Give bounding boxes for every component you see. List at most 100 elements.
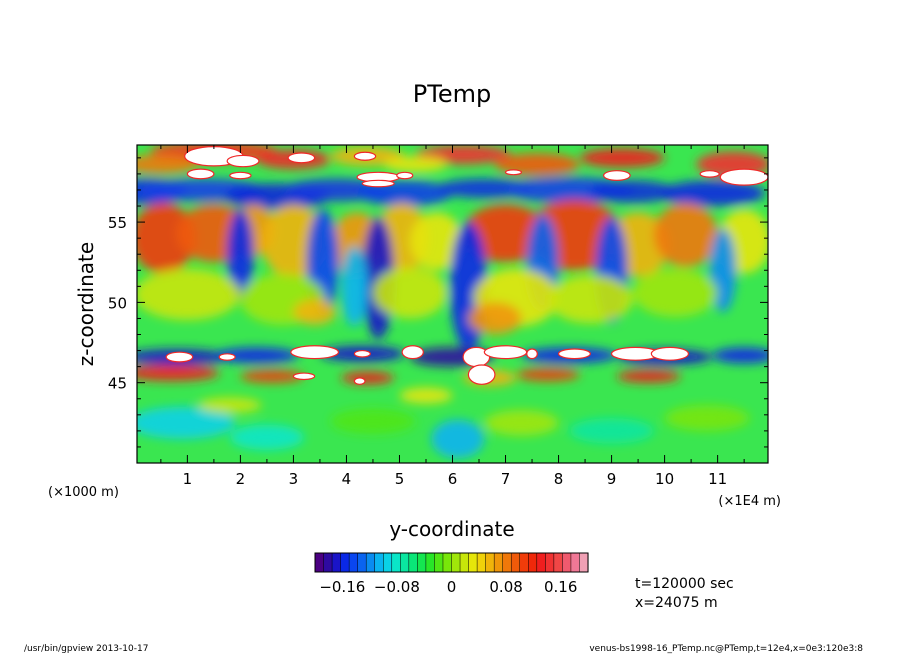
colorbar-swatch [485,552,495,573]
x-tick-label: 2 [236,470,246,488]
field-blob [229,424,305,451]
colorbar-swatch [391,552,401,573]
colorbar-swatch [536,552,546,573]
field-blob [293,299,336,325]
y-axis: 45 50 55 [108,157,768,448]
colorbar-swatch [434,552,444,573]
x-tick-label: 9 [607,470,617,488]
out-of-range-patch [603,170,631,181]
colorbar-swatch [519,552,529,573]
x-tick-label: 7 [501,470,511,488]
out-of-range-patch [292,372,316,381]
y-tick-label: 55 [108,214,127,232]
field-blob [372,267,448,319]
field-blob [484,410,559,436]
x-tick-label: 10 [655,470,674,488]
colorbar-swatch [400,552,410,573]
field-blob [137,365,220,382]
field-blob [410,212,464,271]
x-tick-label: 4 [342,470,352,488]
x-tick-label: 11 [708,470,727,488]
colorbar-swatch [331,552,342,573]
colorbar-swatch [425,552,435,573]
x-units-left: (×1000 m) [48,485,119,500]
colorbar-swatch [314,552,325,573]
time-label: t=120000 sec [635,576,734,592]
chart-title: PTemp [413,80,491,108]
field-blob [341,246,368,327]
colorbar-tick-label: −0.16 [319,578,365,596]
colorbar-swatch [357,552,367,573]
colorbar-swatch [476,552,487,573]
colorbar-swatch [451,552,461,573]
field-blob [579,148,665,168]
out-of-range-patch [526,348,538,360]
colorbar-swatch [459,552,470,573]
out-of-range-patch [361,179,395,188]
field-blob [632,268,718,317]
colorbar-tick-label: 0.08 [489,578,522,596]
field-blob [664,405,750,431]
colorbar-swatch [442,552,453,573]
colorbar-swatch [502,552,512,573]
colorbar-swatch [408,552,418,573]
colorbar-ticks: −0.16 −0.08 0 0.08 0.16 [319,578,577,596]
colorbar-swatch [493,552,504,573]
field-blob [659,180,766,207]
out-of-range-patch [186,168,215,180]
out-of-range-patch [165,351,194,363]
x-units-right: (×1E4 m) [718,494,781,509]
out-of-range-patch [650,346,690,361]
x-tick-label: 3 [289,470,299,488]
out-of-range-patch [353,151,377,161]
colorbar-tick-label: 0.16 [544,578,577,596]
out-of-range-patch [467,364,496,385]
colorbar-swatch [340,552,350,573]
colorbar-swatch [528,552,538,573]
colorbar-swatch [553,552,563,573]
out-of-range-patch [229,171,252,180]
field-blob [712,347,768,364]
out-of-range-patch [719,168,768,186]
colorbar-swatch [374,552,384,573]
field-blob [516,368,580,382]
field-blob [330,408,416,435]
colorbar-frame [314,552,589,573]
field-blob [463,204,548,263]
y-axis-title: z-coordinate [74,242,98,366]
x-tick-label: 6 [448,470,458,488]
colorbar-swatch [417,552,427,573]
x-tick-label: 1 [183,470,193,488]
out-of-range-patch [699,170,720,178]
colorbar-swatch [348,552,359,573]
out-of-range-patch [401,345,424,360]
colorbar-tick-label: −0.08 [374,578,420,596]
field-blob [240,369,305,383]
colorbar-tick-label: 0 [447,578,457,596]
colorbar-swatch [365,552,376,573]
out-of-range-patch [353,349,371,358]
field-blob [547,275,633,324]
y-tick-label: 50 [108,294,127,312]
colorbar-swatch [468,552,478,573]
out-of-range-patch [226,154,260,168]
x-tick-label: 8 [554,470,564,488]
field-blob [399,387,453,404]
field-blob [197,397,262,414]
colorbar-swatch [579,552,589,573]
field-blob [137,154,198,174]
colorbar-swatch [545,552,555,573]
x-tick-label: 5 [395,470,405,488]
field-blob [569,418,654,444]
colorbar [314,552,589,573]
field-blob [383,156,448,173]
out-of-range-patch [287,152,316,164]
field-blob [341,371,395,385]
colorbar-swatch [383,552,393,573]
x-axis: 1 2 3 4 5 6 7 8 9 10 11 [160,145,745,488]
out-of-range-patch [218,353,236,361]
field-blob [137,268,241,321]
footer-right: venus-bs1998-16_PTemp.nc@PTemp,t=12e4,x=… [589,644,863,654]
colorbar-swatch [570,552,581,573]
